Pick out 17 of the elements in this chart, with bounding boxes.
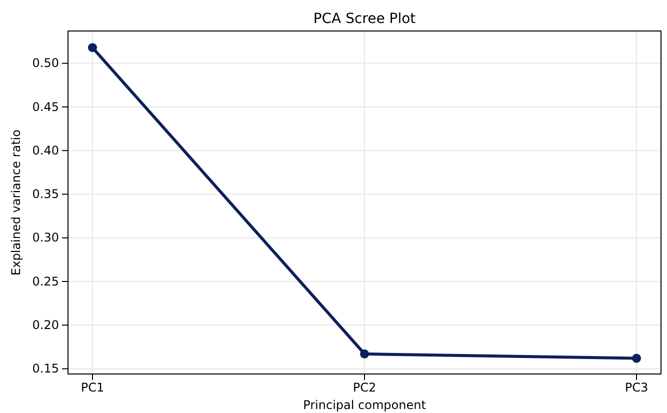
y-tick-label: 0.40: [32, 143, 59, 158]
x-tick-label: PC1: [80, 380, 104, 395]
y-tick-label: 0.15: [32, 362, 59, 376]
x-tick-label: PC3: [624, 380, 648, 395]
y-tick-label: 0.50: [32, 56, 59, 70]
y-tick-label: 0.45: [32, 100, 59, 114]
x-tick-label: PC2: [352, 380, 376, 395]
point: [632, 354, 642, 363]
point: [360, 349, 369, 358]
y-tick-label: 0.25: [32, 274, 59, 288]
x-axis-title: Principal component: [303, 398, 426, 412]
y-tick-label: 0.20: [32, 318, 59, 332]
point: [88, 43, 97, 52]
chart-title: PCA Scree Plot: [313, 11, 416, 27]
y-axis-title: Explained variance ratio: [9, 130, 23, 276]
y-tick-label: 0.30: [32, 230, 59, 245]
y-tick-label: 0.35: [32, 187, 59, 202]
